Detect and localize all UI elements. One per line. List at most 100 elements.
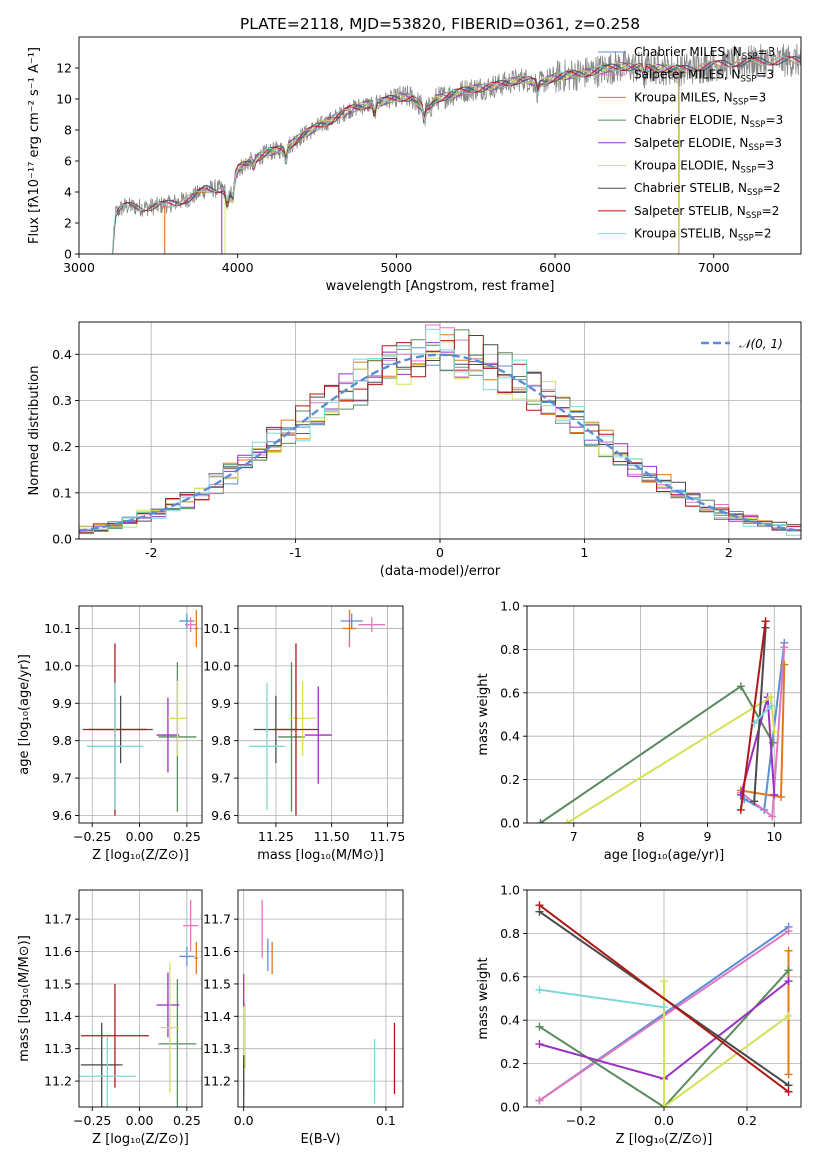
- grid-lines: [79, 890, 202, 1107]
- weight-series-line: [753, 705, 772, 724]
- y-tick-label: 6: [64, 154, 72, 169]
- y-tick-label: 0.0: [52, 532, 72, 547]
- x-axis-label: mass [log₁₀(M/M⊙)]: [257, 848, 384, 863]
- y-tick-label: 11.4: [203, 1009, 231, 1024]
- y-tick-label: 0.2: [500, 1056, 520, 1071]
- ticks: 11.25 11.50 11.75 9.6 9.7 9.8 9.9 10.0 10.1: [203, 621, 405, 844]
- y-tick-label: 0.2: [500, 772, 520, 787]
- legend-entry: Chabrier STELIB, NSSP=2: [634, 181, 781, 198]
- legend-entry: Kroupa MILES, NSSP=3: [634, 90, 766, 107]
- x-tick-label: 0.0: [234, 1113, 254, 1128]
- y-tick-label: 0.6: [500, 969, 520, 984]
- x-tick-label: -1: [289, 545, 301, 560]
- y-tick-label: 10.0: [44, 658, 72, 673]
- x-tick-label: −0.2: [566, 1113, 596, 1128]
- plot-area: [535, 901, 793, 1107]
- legend-entry: Kroupa STELIB, NSSP=2: [634, 227, 772, 244]
- y-tick-label: 10.1: [44, 621, 72, 636]
- y-tick-label: 11.6: [44, 944, 72, 959]
- x-axis-label: age [log₁₀(age/yr)]: [604, 848, 725, 863]
- subplot-mass_vs_Z: −0.25 0.00 0.25 11.2 11.3 11.4 11.5 11.6 11.7 Z […: [17, 889, 203, 1147]
- subplot-age_vs_mass: 11.25 11.50 11.75 9.6 9.7 9.8 9.9 10.0 10.1 mass …: [203, 605, 405, 863]
- y-tick-label: 0.2: [52, 439, 72, 454]
- ticks: −0.25 0.00 0.25 9.6 9.7 9.8 9.9 10.0 10.1: [44, 621, 201, 844]
- weight-series-line: [739, 621, 767, 811]
- y-tick-label: 0.4: [500, 1013, 520, 1028]
- axes-frame: [237, 605, 404, 824]
- y-tick-label: 11.7: [44, 912, 72, 927]
- y-tick-label: 9.8: [211, 733, 231, 748]
- y-axis-label: Normed distribution: [27, 366, 42, 496]
- x-tick-label: 8: [637, 829, 645, 844]
- y-axis-label: mass weight: [476, 957, 491, 1039]
- y-tick-label: 0.0: [500, 1100, 520, 1115]
- x-axis-label: Z [log₁₀(Z/Z⊙)]: [92, 848, 189, 863]
- x-tick-label: −0.25: [73, 829, 111, 844]
- grid-lines: [79, 606, 202, 823]
- ticks: 0.0 0.1 11.2 11.3 11.4 11.5 11.6 11.7: [203, 912, 396, 1128]
- y-tick-label: 2: [64, 216, 72, 231]
- axes-frame: [78, 36, 802, 255]
- axes-frame: [526, 605, 802, 824]
- axes-frame: [78, 605, 203, 824]
- legend-entry: Salpeter STELIB, NSSP=2: [634, 204, 779, 221]
- y-tick-label: 10.0: [203, 658, 231, 673]
- x-tick-label: 0.0: [654, 1113, 674, 1128]
- legend-entry: Salpeter ELODIE, NSSP=3: [634, 136, 782, 153]
- y-tick-label: 0.3: [52, 393, 72, 408]
- y-tick-label: 9.9: [211, 696, 231, 711]
- y-tick-label: 4: [64, 185, 72, 200]
- x-tick-label: 11.50: [314, 829, 350, 844]
- axes-frame: [78, 889, 203, 1108]
- y-tick-label: 9.8: [52, 733, 72, 748]
- y-tick-label: 9.7: [52, 771, 72, 786]
- axes-frame: [526, 889, 802, 1108]
- x-tick-label: 11.75: [369, 829, 405, 844]
- residual-legend: 𝒩(0, 1): [701, 337, 783, 351]
- subplot-weight_vs_Z: −0.2 0.0 0.2 0.0 0.2 0.4 0.6 0.8 1.0 Z [log₁₀(Z/Z…: [476, 883, 802, 1147]
- x-axis-label: Z [log₁₀(Z/Z⊙)]: [616, 1132, 713, 1147]
- x-tick-label: 0.25: [173, 1113, 201, 1128]
- legend-entry: Chabrier ELODIE, NSSP=3: [634, 113, 783, 130]
- weight-series-line: [539, 988, 665, 1009]
- weight-series-line: [538, 904, 790, 1093]
- figure-title: PLATE=2118, MJD=53820, FIBERID=0361, z=0…: [240, 15, 640, 33]
- x-tick-label: 5000: [380, 260, 412, 275]
- plot-area: [243, 899, 396, 1107]
- y-tick-label: 9.6: [52, 808, 72, 823]
- y-tick-label: 11.5: [203, 976, 231, 991]
- gaussian-curve: [79, 353, 801, 533]
- x-axis-label: (data-model)/error: [380, 564, 501, 579]
- weight-series-line: [566, 695, 776, 823]
- subplot-age_vs_Z: −0.25 0.00 0.25 9.6 9.7 9.8 9.9 10.0 10.1 Z [log₁…: [17, 605, 203, 863]
- y-tick-label: 10: [56, 92, 72, 107]
- spectrum-legend: Chabrier MILES, NSSP=3 Salpeter MILES, NS…: [598, 45, 783, 244]
- model-spectrum-line: [164, 56, 801, 254]
- ticks: 7 8 9 10 0.0 0.2 0.4 0.6 0.8 1.0: [500, 599, 782, 845]
- x-tick-label: 10: [766, 829, 782, 844]
- ticks: −0.2 0.0 0.2 0.0 0.2 0.4 0.6 0.8 1.0: [500, 883, 757, 1129]
- x-tick-label: 1: [580, 545, 588, 560]
- x-tick-label: 0.2: [737, 1113, 757, 1128]
- legend-entry: 𝒩(0, 1): [739, 337, 783, 351]
- model-spectrum-line: [111, 56, 801, 254]
- x-tick-label: 7: [570, 829, 578, 844]
- x-tick-label: 11.25: [258, 829, 294, 844]
- y-tick-label: 12: [56, 61, 72, 76]
- y-tick-label: 9.6: [211, 808, 231, 823]
- plot-area: [82, 609, 199, 816]
- weight-series-line: [538, 969, 790, 1107]
- x-tick-label: 4000: [222, 260, 254, 275]
- y-tick-label: 1.0: [500, 883, 520, 898]
- x-tick-label: 0.1: [376, 1113, 396, 1128]
- y-tick-label: 0: [64, 247, 72, 262]
- ticks: 3000 4000 5000 6000 7000 0 2 4 6 8 10 12: [56, 61, 730, 276]
- x-tick-label: 2: [725, 545, 733, 560]
- ticks: -2 -1 0 1 2 0.0 0.1 0.2 0.3 0.4: [52, 347, 733, 560]
- y-tick-label: 0.1: [52, 485, 72, 500]
- x-axis-label: Z [log₁₀(Z/Z⊙)]: [92, 1132, 189, 1147]
- axes-frame: [78, 321, 802, 540]
- y-tick-label: 11.2: [44, 1074, 72, 1089]
- plot-area: [111, 43, 801, 254]
- y-tick-label: 1.0: [500, 599, 520, 614]
